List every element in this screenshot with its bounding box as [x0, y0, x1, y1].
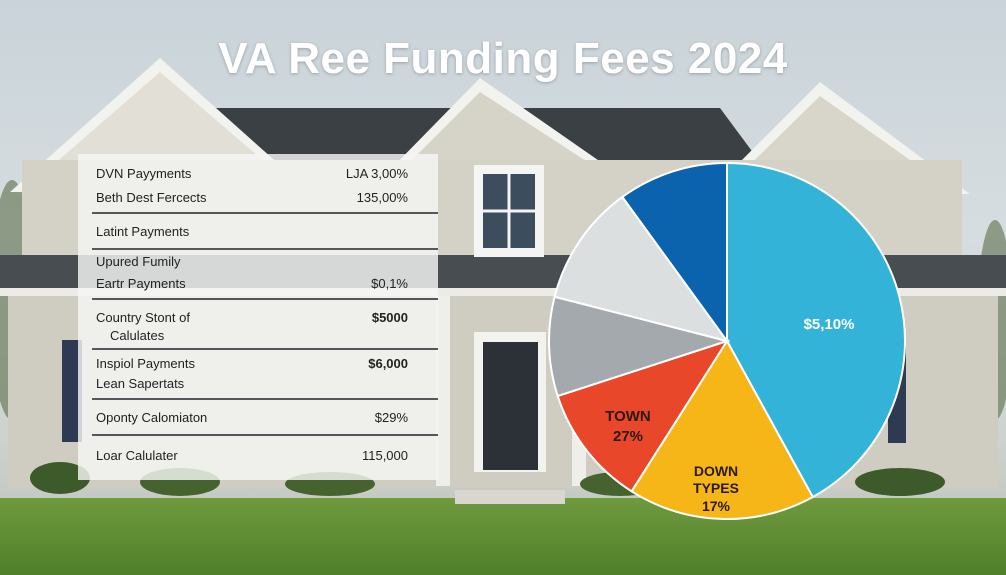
lawn [0, 498, 1006, 575]
row-label: Upured Fumily [96, 254, 181, 269]
row-value: $5000 [371, 310, 408, 325]
row-label: Inspiol Payments [96, 356, 195, 371]
pie-slice-light [553, 195, 730, 343]
fee-table-panel: DVN Payyments LJA 3,00% Beth Dest Fercec… [78, 154, 438, 480]
slice-label-town-1: TOWN [605, 408, 651, 425]
row-label: Calulates [110, 328, 165, 343]
walkway [455, 490, 565, 504]
divider [92, 434, 438, 436]
slice-label-down-1: DOWN [694, 463, 738, 479]
row-value: 135,00% [356, 190, 408, 205]
row-label: DVN Payyments [96, 166, 192, 181]
row-label: Lean Sapertats [96, 376, 185, 391]
row-label: Latint Payments [96, 224, 190, 239]
row-label: Loar Calulater [96, 448, 178, 463]
divider [92, 248, 438, 250]
slice-label-down-3: 17% [702, 498, 731, 514]
page-title: VA Ree Funding Fees 2024 [218, 34, 788, 83]
pie-slice-main [726, 161, 906, 499]
divider [92, 212, 438, 214]
divider [92, 348, 438, 350]
slice-label-town-2: 27% [613, 428, 643, 445]
row-value: $29% [374, 410, 408, 425]
slice-label-main: $5,10% [804, 316, 855, 333]
row-value: $6,000 [368, 356, 408, 371]
row-value: LJA 3,00% [345, 166, 408, 181]
row-label: Eartr Payments [96, 276, 186, 291]
row-label: Country Stont of [96, 310, 190, 325]
row-label: Oponty Calomiaton [96, 410, 208, 425]
pie-slice-gray [548, 295, 731, 398]
slice-label-down-2: TYPES [693, 480, 739, 496]
divider [92, 398, 438, 400]
row-label: Beth Dest Fercects [96, 190, 207, 205]
pie-slice-town [556, 339, 730, 493]
pie-slice-blue [620, 161, 728, 345]
row-value: 115,000 [361, 448, 408, 463]
pie-slice-down-types [630, 339, 815, 520]
divider [92, 298, 438, 300]
row-value: $0,1% [371, 276, 408, 291]
